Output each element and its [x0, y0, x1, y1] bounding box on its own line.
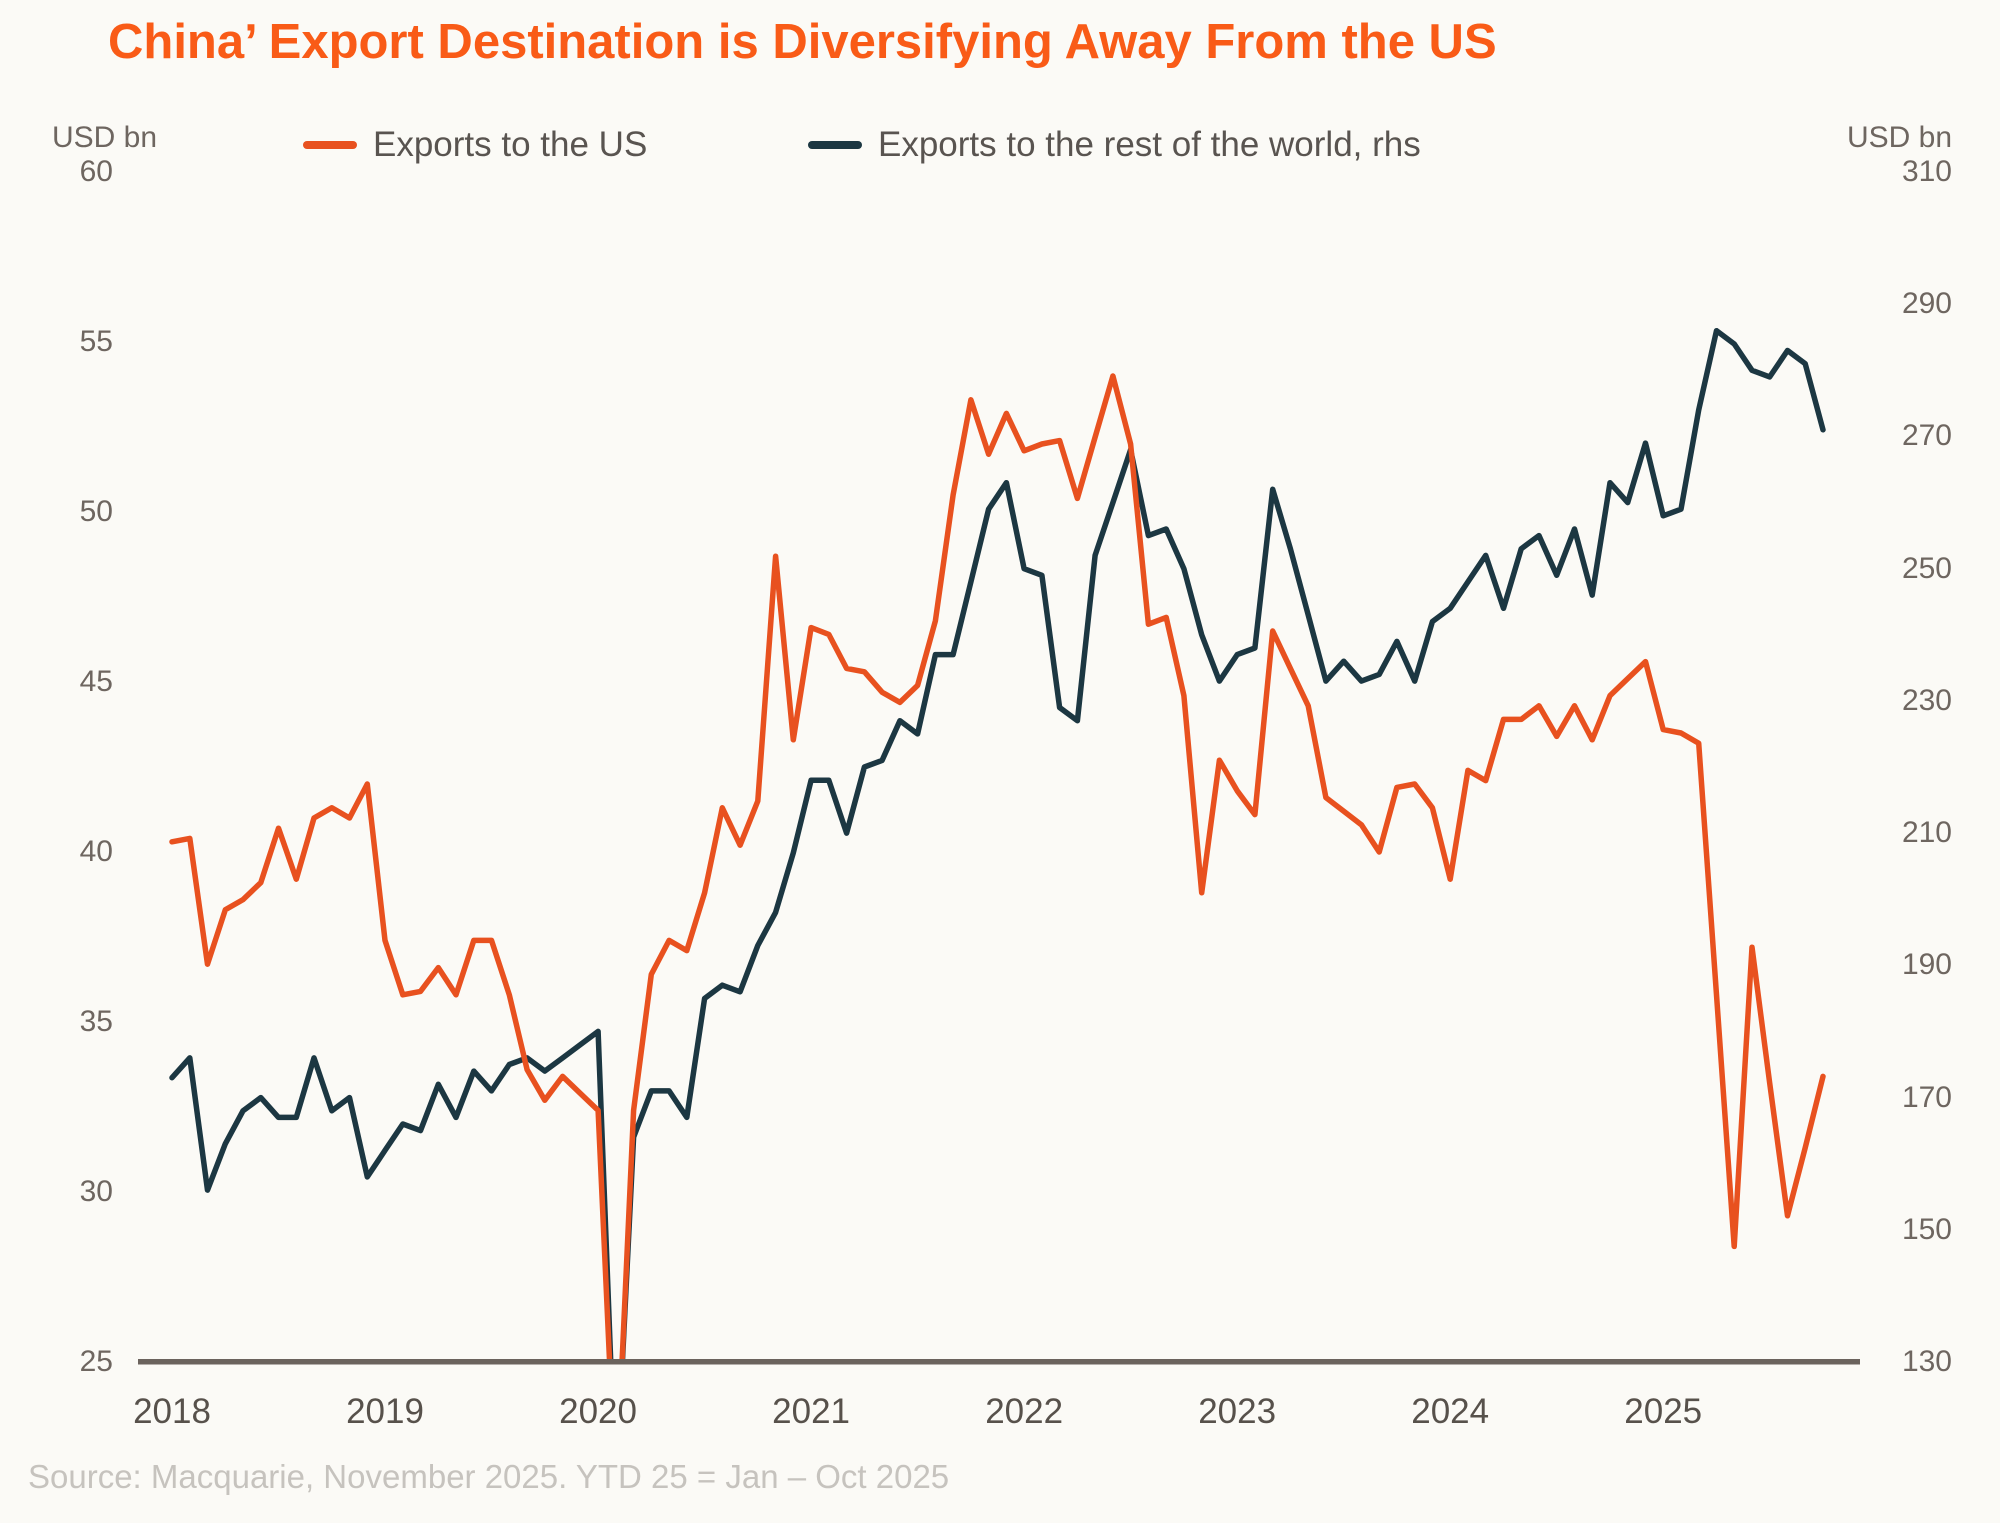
- left-axis-tick: 45: [79, 665, 113, 698]
- source-note: Source: Macquarie, November 2025. YTD 25…: [28, 1458, 950, 1495]
- left-axis-tick: 60: [79, 155, 113, 188]
- right-axis-tick: 250: [1901, 551, 1952, 585]
- left-axis-tick: 55: [79, 325, 113, 358]
- legend-item-exports-us: Exports to the US: [303, 122, 647, 168]
- x-axis-tick: 2021: [772, 1392, 851, 1431]
- right-axis-tick: 190: [1901, 948, 1952, 982]
- x-axis-tick: 2020: [559, 1392, 637, 1431]
- left-axis-tick: 50: [79, 495, 113, 528]
- us-line-swatch-icon: [303, 141, 357, 149]
- x-axis-tick: 2019: [346, 1392, 424, 1431]
- right-axis-unit: USD bn: [1846, 121, 1952, 154]
- x-axis-tick: 2023: [1198, 1392, 1277, 1431]
- exports-rest-of-world-line: [169, 327, 1826, 1359]
- right-axis-tick: 170: [1901, 1080, 1952, 1114]
- x-axis-tick: 2025: [1624, 1392, 1703, 1431]
- x-axis-tick: 2022: [985, 1392, 1064, 1431]
- legend: Exports to the US Exports to the rest of…: [0, 122, 2000, 168]
- legend-label-exports-row: Exports to the rest of the world, rhs: [878, 125, 1421, 164]
- right-axis-tick: 270: [1901, 419, 1952, 453]
- left-axis-unit: USD bn: [52, 121, 158, 154]
- page-title: China’ Export Destination is Diversifyin…: [108, 15, 1497, 69]
- right-axis-tick: 290: [1901, 287, 1952, 321]
- left-axis-tick: 30: [79, 1175, 113, 1208]
- left-axis-tick: 35: [79, 1005, 113, 1038]
- legend-item-exports-row: Exports to the rest of the world, rhs: [808, 122, 1421, 168]
- right-axis-tick: 230: [1901, 683, 1952, 717]
- x-axis-tick: 2024: [1411, 1392, 1490, 1431]
- right-axis-tick: 210: [1901, 816, 1952, 850]
- right-axis-tick: 150: [1901, 1212, 1952, 1246]
- x-axis-line: [138, 1359, 1860, 1365]
- left-axis-tick: 25: [79, 1345, 113, 1378]
- row-line-swatch-icon: [808, 141, 862, 149]
- x-axis-tick: 2018: [133, 1392, 211, 1431]
- left-axis-tick: 40: [79, 835, 113, 868]
- exports-us-line: [169, 373, 1826, 1359]
- right-axis-tick: 310: [1901, 155, 1952, 188]
- right-axis-tick: 130: [1901, 1345, 1952, 1378]
- legend-label-exports-us: Exports to the US: [373, 125, 648, 164]
